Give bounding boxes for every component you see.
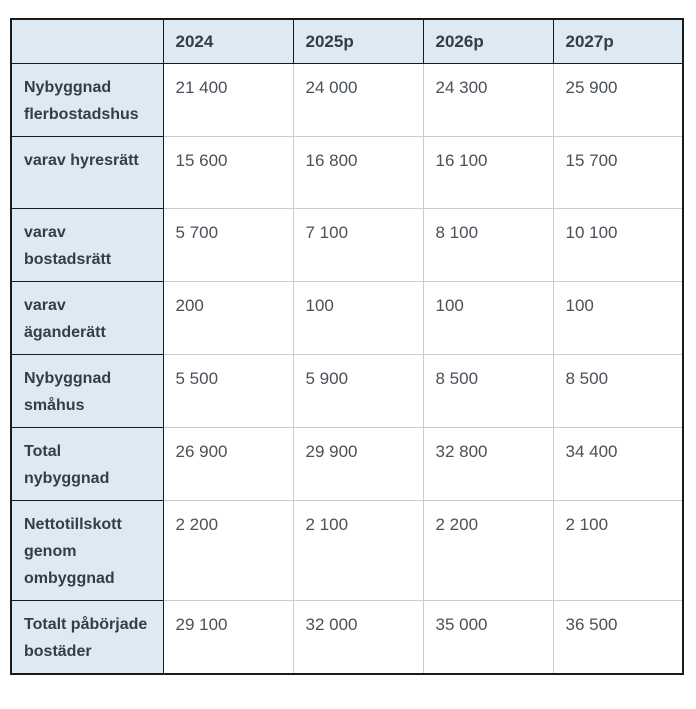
header-cell-empty [10,18,164,64]
data-cell: 32 000 [292,600,424,675]
row-label-cell: Nybyggnad flerbostadshus [10,63,164,137]
data-cell: 35 000 [422,600,554,675]
table-row: Totalt påbörjade bostäder 29 100 32 000 35 … [10,600,684,675]
row-label-cell: Totalt påbörjade bostäder [10,600,164,675]
data-cell: 26 900 [162,427,294,501]
housing-forecast-table: 2024 2025p 2026p 2027p Nybyggnad flerbostad… [10,18,684,675]
table-row: Nybyggnad småhus 5 500 5 900 8 500 8 500 [10,354,684,428]
row-label-cell: varav bostadsrätt [10,208,164,282]
table-row: Total nybyggnad 26 900 29 900 32 800 34 400 [10,427,684,501]
table-header: 2024 2025p 2026p 2027p [10,18,684,64]
data-cell: 36 500 [552,600,684,675]
data-cell: 5 900 [292,354,424,428]
data-cell: 8 100 [422,208,554,282]
table-row: varav hyresrätt 15 600 16 800 16 100 15 700 [10,136,684,209]
header-cell-year: 2026p [422,18,554,64]
data-cell: 2 100 [552,500,684,601]
data-cell: 24 000 [292,63,424,137]
data-cell: 16 800 [292,136,424,209]
data-cell: 8 500 [552,354,684,428]
data-cell: 16 100 [422,136,554,209]
table-container: 2024 2025p 2026p 2027p Nybyggnad flerbostad… [10,18,684,675]
data-cell: 10 100 [552,208,684,282]
row-label-cell: Nybyggnad småhus [10,354,164,428]
data-cell: 100 [422,281,554,355]
header-cell-year: 2025p [292,18,424,64]
data-cell: 8 500 [422,354,554,428]
row-label-cell: varav äganderätt [10,281,164,355]
data-cell: 34 400 [552,427,684,501]
row-label-cell: varav hyresrätt [10,136,164,209]
data-cell: 29 100 [162,600,294,675]
data-cell: 15 700 [552,136,684,209]
header-cell-year: 2024 [162,18,294,64]
data-cell: 7 100 [292,208,424,282]
table-header-row: 2024 2025p 2026p 2027p [10,18,684,64]
data-cell: 2 200 [162,500,294,601]
table-body: Nybyggnad flerbostadshus 21 400 24 000 24 3… [10,63,684,675]
row-label-cell: Total nybyggnad [10,427,164,501]
data-cell: 24 300 [422,63,554,137]
data-cell: 29 900 [292,427,424,501]
data-cell: 21 400 [162,63,294,137]
data-cell: 5 500 [162,354,294,428]
table-row: varav bostadsrätt 5 700 7 100 8 100 10 100 [10,208,684,282]
row-label-cell: Nettotillskott genom ombyggnad [10,500,164,601]
data-cell: 2 100 [292,500,424,601]
data-cell: 100 [552,281,684,355]
table-row: Nybyggnad flerbostadshus 21 400 24 000 24 3… [10,63,684,137]
data-cell: 15 600 [162,136,294,209]
data-cell: 100 [292,281,424,355]
header-cell-year: 2027p [552,18,684,64]
table-row: Nettotillskott genom ombyggnad 2 200 2 100… [10,500,684,601]
data-cell: 32 800 [422,427,554,501]
table-row: varav äganderätt 200 100 100 100 [10,281,684,355]
data-cell: 200 [162,281,294,355]
data-cell: 2 200 [422,500,554,601]
data-cell: 5 700 [162,208,294,282]
data-cell: 25 900 [552,63,684,137]
